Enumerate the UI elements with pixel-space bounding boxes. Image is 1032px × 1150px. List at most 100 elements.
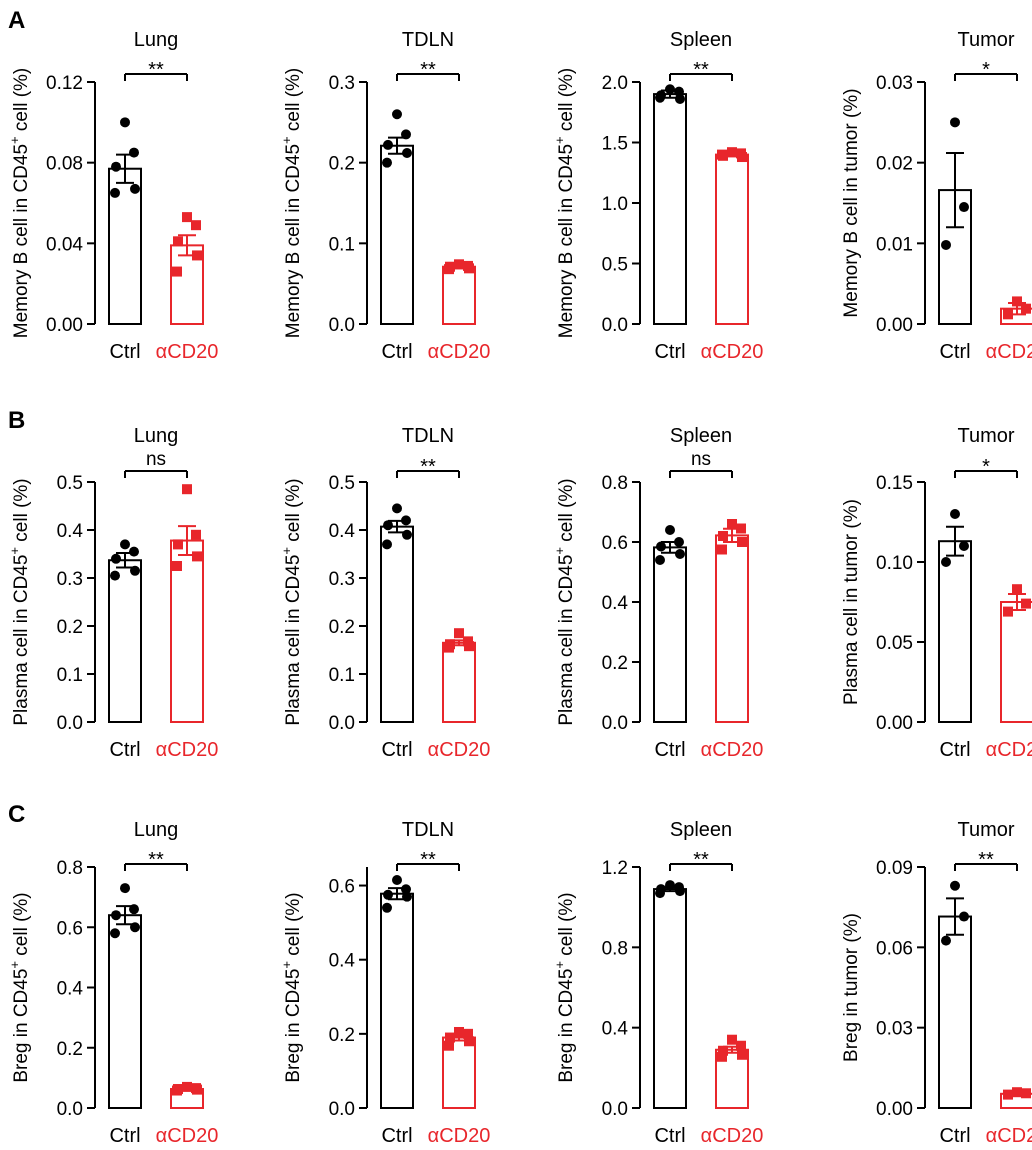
bar-ctrl	[108, 559, 142, 723]
y-tick-label: 0.0	[57, 713, 83, 734]
data-point	[191, 529, 201, 540]
y-axis-label: Memory B cell in tumor (%)	[841, 88, 862, 317]
data-point	[130, 565, 140, 576]
x-category-label: αCD20	[428, 1125, 491, 1147]
data-point	[110, 187, 120, 198]
x-category-label: Ctrl	[381, 341, 412, 363]
y-tick-label: 0.8	[602, 938, 628, 959]
bar-ctrl	[380, 525, 414, 724]
x-category-label: Ctrl	[654, 341, 685, 363]
y-tick-label: 0.1	[329, 665, 355, 686]
data-point	[401, 884, 411, 895]
y-axis-label: Memory B cell in CD45+ cell (%)	[7, 68, 32, 339]
bar-ctrl	[653, 93, 687, 325]
panel-letter: B	[8, 407, 25, 434]
significance-label: **	[978, 849, 994, 871]
bar-ctrl	[380, 892, 414, 1109]
data-point	[173, 539, 183, 550]
data-point	[192, 250, 202, 261]
y-axis-label-sup: +	[7, 547, 22, 555]
y-axis-label-sup: +	[279, 547, 294, 555]
y-axis-label-main: Memory B cell in CD45	[556, 144, 577, 338]
data-point	[172, 561, 182, 571]
y-tick-label: 0.4	[57, 521, 84, 542]
y-tick-label: 0.03	[876, 1019, 913, 1040]
x-category-label: αCD20	[701, 1125, 764, 1147]
y-axis-label-tail: cell (%)	[283, 68, 304, 137]
significance-label: **	[420, 849, 436, 871]
y-axis-label-tail: cell (%)	[283, 478, 304, 547]
y-axis-label-sup: +	[552, 961, 567, 969]
bar-ctrl	[938, 915, 972, 1109]
data-point	[110, 928, 120, 939]
y-axis-label: Plasma cell in CD45+ cell (%)	[7, 478, 32, 725]
data-point	[382, 539, 392, 550]
data-point	[129, 546, 139, 557]
data-point	[959, 202, 969, 213]
chart-panel-7: Spleen 0.0 0.2 0.4 0.6 0.8 Plasma cell in CD45…	[552, 425, 763, 761]
x-category-label: Ctrl	[109, 341, 140, 363]
bar-treat	[1000, 601, 1032, 723]
significance-label: **	[693, 849, 709, 871]
bar-treat	[715, 153, 749, 325]
y-tick-label: 0.3	[57, 569, 83, 590]
y-axis-label-sup: +	[279, 136, 294, 144]
y-axis-label: Breg in CD45+ cell (%)	[279, 892, 304, 1082]
bar-ctrl	[108, 914, 142, 1110]
bar-treat	[715, 534, 749, 724]
x-category-label: αCD20	[986, 739, 1032, 761]
data-point	[941, 239, 951, 250]
bar-treat	[442, 641, 476, 723]
data-point	[1012, 296, 1022, 307]
data-point	[454, 628, 464, 639]
x-category-label: αCD20	[428, 341, 491, 363]
y-tick-label: 0.12	[46, 73, 83, 94]
data-point	[129, 147, 139, 158]
data-point	[392, 503, 402, 514]
data-point	[941, 557, 951, 567]
y-axis-label-tail: cell (%)	[283, 892, 304, 961]
chart-title: Lung	[134, 819, 179, 841]
y-axis-label-main: Memory B cell in tumor (%)	[841, 88, 862, 317]
y-tick-label: 0.00	[876, 1099, 913, 1120]
chart-title: Lung	[134, 425, 179, 447]
chart-panel-11: Spleen 0.0 0.4 0.8 1.2 Breg in CD45+ cell (%)…	[552, 819, 763, 1147]
data-point	[1021, 1088, 1031, 1099]
y-tick-label: 0.5	[57, 473, 83, 494]
y-axis-label: Plasma cell in CD45+ cell (%)	[279, 478, 304, 725]
y-tick-label: 0.09	[876, 858, 913, 879]
bar-ctrl	[938, 540, 972, 724]
data-point	[401, 515, 411, 526]
y-axis-label: Breg in CD45+ cell (%)	[7, 892, 32, 1082]
data-point	[736, 1040, 746, 1051]
x-category-label: αCD20	[986, 1125, 1032, 1147]
y-tick-label: 0.08	[46, 154, 83, 175]
data-point	[130, 183, 140, 194]
chart-panel-3: Spleen 0.0 0.5 1.0 1.5 2.0 Memory B cell in CD…	[552, 29, 763, 363]
x-category-label: Ctrl	[939, 341, 970, 363]
data-point	[401, 129, 411, 140]
data-point	[182, 484, 192, 495]
chart-panel-9: C Lung 0.0 0.2 0.4 0.6 0.8 Breg in CD45+ cell (…	[7, 801, 218, 1147]
y-tick-label: 0.4	[57, 979, 84, 1000]
y-tick-label: 0.0	[602, 1099, 628, 1120]
y-tick-label: 0.10	[876, 553, 913, 574]
y-tick-label: 0.06	[876, 938, 913, 959]
data-point	[120, 883, 130, 894]
y-axis-label-main: Memory B cell in CD45	[283, 144, 304, 338]
y-axis-label-tail: cell (%)	[556, 478, 577, 547]
data-point	[655, 555, 665, 565]
data-point	[737, 152, 747, 163]
data-point	[717, 544, 727, 555]
y-tick-label: 0.4	[602, 593, 629, 614]
y-axis-label-main: Breg in tumor (%)	[841, 913, 862, 1062]
y-axis-label-sup: +	[279, 961, 294, 969]
chart-panel-12: Tumor 0.00 0.03 0.06 0.09 Breg in tumor (%) Ct…	[841, 819, 1032, 1147]
data-point	[120, 117, 130, 128]
y-tick-label: 0.00	[876, 713, 913, 734]
data-point	[675, 886, 685, 897]
chart-panel-1: A Lung 0.00 0.04 0.08 0.12 Memory B cell in CD…	[7, 7, 218, 363]
data-point	[727, 519, 737, 529]
y-axis-label-tail: cell (%)	[11, 478, 32, 547]
